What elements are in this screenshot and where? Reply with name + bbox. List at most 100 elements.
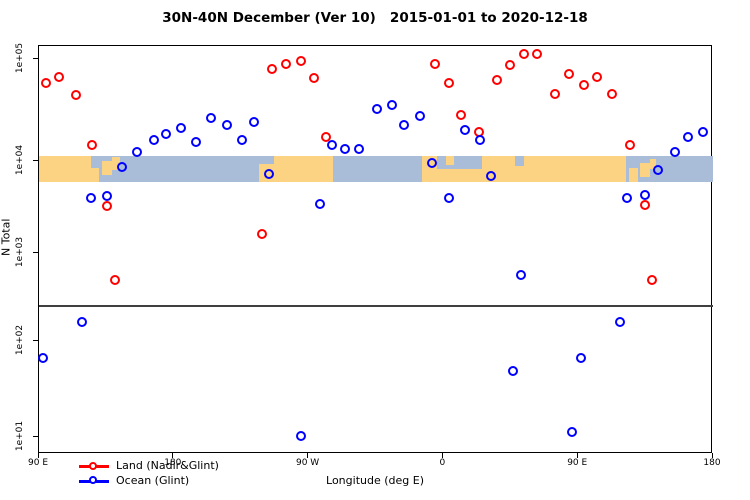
data-point-ocean	[443, 193, 454, 204]
data-point-land	[87, 140, 98, 151]
data-point-ocean	[575, 353, 586, 364]
data-point-ocean	[37, 353, 48, 364]
data-point-ocean	[508, 366, 519, 376]
x-axis-tick-label: 0	[439, 458, 446, 468]
data-point-ocean	[264, 168, 275, 179]
data-point-land	[625, 140, 636, 151]
data-point-ocean	[85, 193, 96, 204]
data-point-ocean	[485, 171, 496, 182]
data-point-ocean	[669, 147, 680, 158]
data-point-land	[54, 71, 65, 82]
data-point-land	[430, 59, 441, 70]
map-land-segment	[112, 157, 120, 171]
map-land-segment	[446, 156, 454, 166]
x-axis-tick	[37, 453, 39, 458]
data-point-land	[592, 71, 603, 82]
x-axis-title: Longitude (deg E)	[326, 474, 424, 487]
legend-row-ocean: Ocean (Glint)	[79, 474, 279, 489]
legend-marker-land-icon	[89, 461, 97, 470]
y-axis-tick-label: 1e+05	[15, 42, 25, 74]
map-land-segment	[101, 161, 113, 176]
data-point-ocean	[175, 122, 186, 133]
data-point-land	[491, 74, 502, 85]
data-point-land	[40, 78, 51, 89]
map-land-segment	[482, 156, 511, 169]
x-axis-tick	[441, 453, 443, 458]
x-axis-tick	[711, 453, 713, 458]
x-axis-tick-label: 180	[164, 458, 182, 468]
map-land-segment	[422, 169, 511, 182]
legend-label-land: Land (Nadir&Glint)	[116, 459, 219, 472]
data-point-ocean	[475, 134, 486, 145]
map-water-segment	[515, 156, 525, 166]
data-point-ocean	[653, 164, 664, 175]
data-point-land	[505, 60, 516, 71]
data-point-land	[308, 73, 319, 84]
legend: Land (Nadir&Glint) Ocean (Glint)	[79, 459, 279, 488]
data-point-land	[518, 49, 529, 60]
data-point-ocean	[371, 103, 382, 114]
y-axis-tick	[33, 251, 38, 253]
y-axis-tick	[33, 159, 38, 161]
map-land-segment	[629, 167, 639, 182]
data-point-land	[532, 49, 543, 60]
data-point-ocean	[566, 427, 577, 438]
data-point-ocean	[386, 99, 397, 110]
threshold-line	[39, 304, 713, 307]
x-axis-tick-label: 90 E	[28, 458, 48, 468]
data-point-ocean	[427, 158, 438, 169]
data-point-ocean	[237, 134, 248, 145]
y-axis-tick-label: 1e+02	[15, 324, 25, 356]
data-point-ocean	[622, 193, 633, 204]
data-point-ocean	[340, 143, 351, 154]
x-axis-tick	[307, 453, 309, 458]
data-point-ocean	[460, 124, 471, 135]
data-point-ocean	[249, 116, 260, 127]
data-point-ocean	[295, 431, 306, 442]
x-axis-tick-label: 90 E	[567, 458, 588, 468]
data-point-ocean	[205, 113, 216, 124]
data-point-ocean	[415, 111, 426, 122]
data-point-ocean	[314, 198, 325, 209]
data-point-ocean	[353, 143, 364, 154]
data-point-ocean	[222, 120, 233, 131]
legend-label-ocean: Ocean (Glint)	[116, 473, 190, 487]
x-axis-tick-label: 180	[703, 458, 721, 468]
y-axis-tick-label: 1e+04	[15, 144, 25, 176]
data-point-ocean	[698, 126, 709, 137]
data-point-ocean	[326, 140, 337, 151]
y-axis-tick	[33, 339, 38, 341]
data-point-ocean	[398, 120, 409, 131]
data-point-land	[256, 228, 267, 239]
data-point-land	[280, 59, 291, 70]
data-point-land	[295, 55, 306, 66]
legend-row-land: Land (Nadir&Glint)	[79, 459, 279, 474]
data-point-land	[109, 274, 120, 285]
data-point-ocean	[148, 134, 159, 145]
map-land-segment	[39, 156, 92, 182]
x-axis-tick	[576, 453, 578, 458]
data-point-ocean	[132, 147, 143, 158]
data-point-ocean	[160, 129, 171, 140]
map-land-segment	[89, 167, 99, 182]
data-point-ocean	[117, 162, 128, 173]
data-point-land	[443, 78, 454, 89]
data-point-ocean	[102, 191, 113, 202]
data-point-ocean	[640, 190, 650, 201]
map-land-segment	[639, 162, 651, 177]
data-point-land	[455, 109, 466, 120]
data-point-land	[607, 88, 618, 99]
map-land-segment	[510, 156, 627, 182]
data-point-land	[647, 274, 658, 285]
map-land-segment	[259, 163, 333, 182]
data-point-ocean	[614, 317, 625, 328]
data-point-ocean	[76, 317, 87, 328]
legend-marker-ocean-icon	[89, 476, 97, 484]
y-axis-tick-label: 1e+03	[15, 236, 25, 268]
data-point-ocean	[683, 131, 694, 142]
x-axis-tick-label: 90 W	[295, 458, 320, 468]
data-point-land	[640, 199, 650, 210]
y-axis-title: N Total	[0, 218, 13, 256]
chart-title: 30N-40N December (Ver 10) 2015-01-01 to …	[162, 10, 588, 26]
